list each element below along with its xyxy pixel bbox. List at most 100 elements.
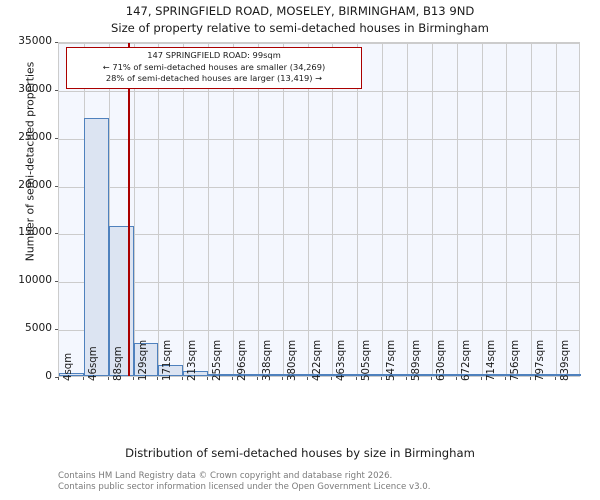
- gridline-horizontal: [59, 186, 579, 188]
- gridline-vertical: [556, 43, 558, 376]
- property-annotation-box: 147 SPRINGFIELD ROAD: 99sqm ← 71% of sem…: [66, 47, 362, 89]
- x-axis-tick-mark: [406, 377, 407, 380]
- x-axis-tick-mark: [381, 377, 383, 380]
- y-axis-tick-label: 10000: [18, 274, 52, 287]
- histogram-bar: [307, 374, 333, 376]
- bar-series: [59, 43, 581, 376]
- y-axis-tick-label: 25000: [18, 130, 52, 143]
- x-axis-tick-mark: [58, 377, 59, 380]
- x-axis-tick-mark: [182, 377, 184, 380]
- y-axis-tick-label: 15000: [18, 226, 52, 239]
- gridline-horizontal: [59, 43, 579, 44]
- histogram-bar: [233, 374, 258, 376]
- x-axis-tick-mark: [232, 377, 233, 380]
- x-axis-tick-mark: [207, 377, 209, 380]
- histogram-bar: [407, 374, 432, 376]
- x-axis-tick-mark: [555, 377, 557, 380]
- y-axis-tick-mark: [55, 137, 58, 139]
- footer-line-2: Contains public sector information licen…: [58, 481, 431, 492]
- footer-line-1: Contains HM Land Registry data © Crown c…: [58, 471, 393, 481]
- y-axis-tick-mark: [55, 329, 58, 331]
- histogram-bar: [556, 374, 581, 376]
- y-axis-tick-mark: [55, 42, 58, 43]
- y-axis-tick-label: 0: [45, 370, 52, 382]
- x-axis-tick-label: 672sqm: [460, 339, 472, 381]
- x-axis-tick-mark: [132, 377, 134, 380]
- x-axis-tick-label: 839sqm: [560, 339, 572, 381]
- gridline-vertical: [407, 43, 408, 376]
- x-axis-tick-label: 589sqm: [411, 339, 422, 381]
- chart-title-block: 147, SPRINGFIELD ROAD, MOSELEY, BIRMINGH…: [0, 3, 600, 37]
- x-axis-tick-mark: [306, 377, 308, 380]
- y-axis-tick-label: 20000: [18, 178, 52, 191]
- y-axis-tick-mark: [55, 233, 58, 235]
- x-axis-tick-mark: [157, 377, 159, 380]
- gridline-vertical: [183, 43, 185, 376]
- x-axis-tick-mark: [455, 377, 457, 380]
- gridline-vertical: [208, 43, 210, 376]
- y-axis-tick-mark: [55, 185, 58, 187]
- x-axis-tick-mark: [530, 377, 532, 380]
- gridline-vertical: [456, 43, 458, 376]
- x-axis-tick-label: 630sqm: [435, 339, 447, 381]
- x-axis-tick-label: 463sqm: [336, 339, 348, 381]
- x-axis-tick-label: 171sqm: [162, 339, 174, 381]
- property-marker-line: [127, 43, 130, 376]
- x-axis-tick-label: 547sqm: [386, 339, 398, 381]
- gridline-vertical: [382, 43, 384, 376]
- x-axis-tick-mark: [356, 377, 358, 380]
- x-axis-tick-mark: [281, 377, 283, 380]
- chart-subtitle: Size of property relative to semi-detach…: [111, 21, 489, 35]
- histogram-bar: [183, 371, 209, 376]
- histogram-bar: [59, 372, 84, 376]
- gridline-vertical: [332, 43, 334, 376]
- gridline-vertical: [133, 43, 135, 376]
- y-axis-tick-mark: [55, 89, 58, 91]
- histogram-bar: [357, 374, 383, 376]
- x-axis-tick-label: 380sqm: [286, 339, 298, 381]
- y-axis-tick-label: 30000: [18, 82, 52, 95]
- histogram-bar: [257, 374, 283, 376]
- gridline-vertical: [431, 43, 433, 376]
- x-axis-tick-label: 797sqm: [535, 339, 547, 381]
- histogram-bar: [456, 374, 482, 376]
- x-axis-tick-label: 756sqm: [510, 339, 522, 381]
- gridline-vertical: [531, 43, 533, 376]
- gridline-vertical: [506, 43, 508, 376]
- x-axis-tick-label: 129sqm: [137, 339, 149, 381]
- x-axis-tick-label: 4sqm: [63, 352, 74, 381]
- x-axis-tick-label: 338sqm: [261, 339, 273, 381]
- gridline-vertical: [481, 43, 483, 376]
- gridline-vertical: [357, 43, 359, 376]
- x-axis-tick-mark: [256, 377, 258, 380]
- y-axis-tick-mark: [55, 281, 58, 283]
- histogram-bar: [208, 374, 233, 376]
- histogram-bar: [158, 364, 184, 376]
- footer-attribution: Contains HM Land Registry data © Crown c…: [58, 471, 430, 492]
- x-axis-tick-mark: [430, 377, 432, 380]
- y-axis-tick-label: 35000: [18, 35, 52, 47]
- plot-area: [58, 42, 581, 377]
- histogram-bar: [133, 343, 159, 376]
- histogram-bar: [282, 374, 308, 376]
- histogram-bar: [332, 374, 358, 376]
- x-axis-tick-label: 255sqm: [212, 339, 224, 381]
- x-axis-tick-label: 422sqm: [311, 339, 323, 381]
- gridline-vertical: [307, 43, 309, 376]
- histogram-bar: [481, 374, 507, 376]
- histogram-bar: [431, 374, 457, 376]
- y-axis-tick-label: 5000: [25, 322, 52, 335]
- gridline-horizontal: [59, 330, 579, 332]
- gridline-horizontal: [59, 234, 579, 236]
- x-axis-tick-label: 296sqm: [237, 339, 248, 381]
- gridline-vertical: [158, 43, 160, 376]
- histogram-bar: [531, 374, 557, 376]
- y-axis-title: Number of semi-detached properties: [23, 61, 37, 262]
- x-axis-title: Distribution of semi-detached houses by …: [125, 446, 475, 460]
- annotation-smaller-line: ← 71% of semi-detached houses are smalle…: [102, 61, 326, 72]
- histogram-bar: [506, 374, 532, 376]
- x-axis-tick-mark: [480, 377, 482, 380]
- histogram-bar: [83, 118, 109, 376]
- histogram-bar: [382, 374, 407, 376]
